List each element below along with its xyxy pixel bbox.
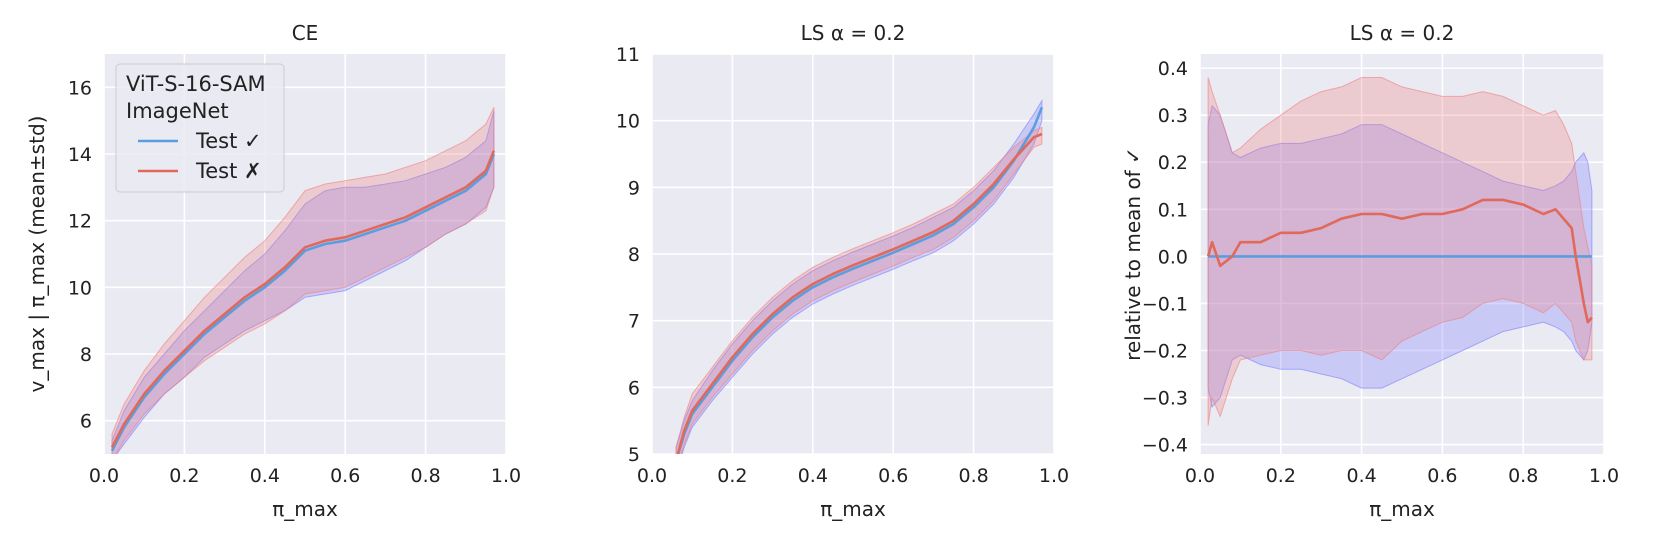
x-axis-label: π_max: [1369, 497, 1435, 521]
y-tick-label: 0.0: [1158, 246, 1188, 268]
mean-line-wrong: [676, 132, 1043, 454]
x-tick-label: 0.2: [717, 465, 747, 487]
panel-1: 0.0 0.2 0.4 0.6 0.8 1.0 6 8 10 12 14 16 CE π_max v_max…: [25, 21, 521, 521]
y-axis-label: v_max | π_max (mean±std): [25, 116, 49, 393]
x-tick-label: 0.8: [958, 465, 988, 487]
series-group: [675, 98, 1044, 454]
legend-entry: Test ✗: [195, 159, 262, 183]
x-tick-label: 0.6: [1427, 465, 1457, 487]
y-tick-label: 0.1: [1158, 199, 1188, 221]
x-tick-label: 0.0: [637, 465, 667, 487]
y-tick-label: 10: [616, 111, 640, 133]
y-tick-label: 6: [80, 411, 92, 433]
x-tick-label: 0.6: [330, 465, 360, 487]
y-tick-label: 14: [68, 144, 92, 166]
x-tick-label: 1.0: [1039, 465, 1069, 487]
mean-line-correct: [676, 106, 1044, 454]
x-tick-label: 0.8: [1508, 465, 1538, 487]
mean-line-wrong: [110, 150, 496, 448]
panel-title: CE: [292, 21, 319, 45]
y-tick-label: 7: [628, 311, 640, 333]
y-tick-label: 5: [628, 444, 640, 466]
x-tick-label: 0.0: [89, 465, 119, 487]
y-tick-label: 0.2: [1158, 152, 1188, 174]
series-group: [110, 107, 496, 454]
x-tick-label: 1.0: [1589, 465, 1619, 487]
y-tick-label: 9: [628, 177, 640, 199]
y-tick-label: 6: [628, 377, 640, 399]
mean-line-correct: [110, 153, 496, 452]
std-band-correct: [675, 98, 1043, 454]
y-tick-label: 12: [68, 211, 92, 233]
x-tick-label: 0.8: [410, 465, 440, 487]
std-band-wrong: [675, 126, 1043, 454]
plot-area: [1200, 54, 1604, 454]
series-group: [1206, 77, 1593, 426]
y-axis-label: relative to mean of ✓: [1121, 147, 1145, 361]
y-tick-label: 16: [68, 77, 92, 99]
legend-title: ViT-S-16-SAM: [126, 72, 266, 96]
x-axis-label: π_max: [272, 497, 338, 521]
x-axis-label: π_max: [820, 497, 886, 521]
legend-subtitle: ImageNet: [126, 99, 229, 123]
panel-title: LS α = 0.2: [1350, 21, 1455, 45]
y-tick-label: 10: [68, 277, 92, 299]
x-tick-label: 0.2: [169, 465, 199, 487]
y-tick-label: −0.4: [1142, 435, 1188, 457]
std-band-wrong: [111, 107, 495, 454]
y-tick-label: −0.3: [1142, 388, 1188, 410]
panel-2: 0.0 0.2 0.4 0.6 0.8 1.0 5 6 7 8 9 10 11 LS α = 0.2 π_m…: [616, 21, 1069, 521]
y-tick-label: 11: [616, 44, 640, 66]
legend: ViT-S-16-SAM ImageNet Test ✓ Test ✗: [115, 63, 285, 193]
mean-line-wrong: [1206, 198, 1593, 324]
panel-title: LS α = 0.2: [801, 21, 906, 45]
y-tick-label: 0.3: [1158, 105, 1188, 127]
y-tick-label: 8: [628, 244, 640, 266]
legend-box: [115, 63, 285, 193]
x-tick-label: 0.4: [250, 465, 280, 487]
x-tick-label: 0.2: [1266, 465, 1296, 487]
x-tick-label: 1.0: [491, 465, 521, 487]
y-tick-label: −0.2: [1142, 340, 1188, 362]
y-tick-label: −0.1: [1142, 293, 1188, 315]
panel-3: 0.0 0.2 0.4 0.6 0.8 1.0 −0.4 −0.3 −0.2 −0.1 0.0 0.1…: [1121, 21, 1619, 521]
x-tick-label: 0.6: [878, 465, 908, 487]
x-tick-label: 0.4: [1346, 465, 1376, 487]
x-tick-label: 0.4: [798, 465, 828, 487]
y-tick-label: 0.4: [1158, 58, 1188, 80]
std-band-wrong: [1207, 77, 1593, 426]
legend-entry: Test ✓: [195, 129, 262, 153]
x-tick-label: 0.0: [1185, 465, 1215, 487]
y-tick-label: 8: [80, 344, 92, 366]
